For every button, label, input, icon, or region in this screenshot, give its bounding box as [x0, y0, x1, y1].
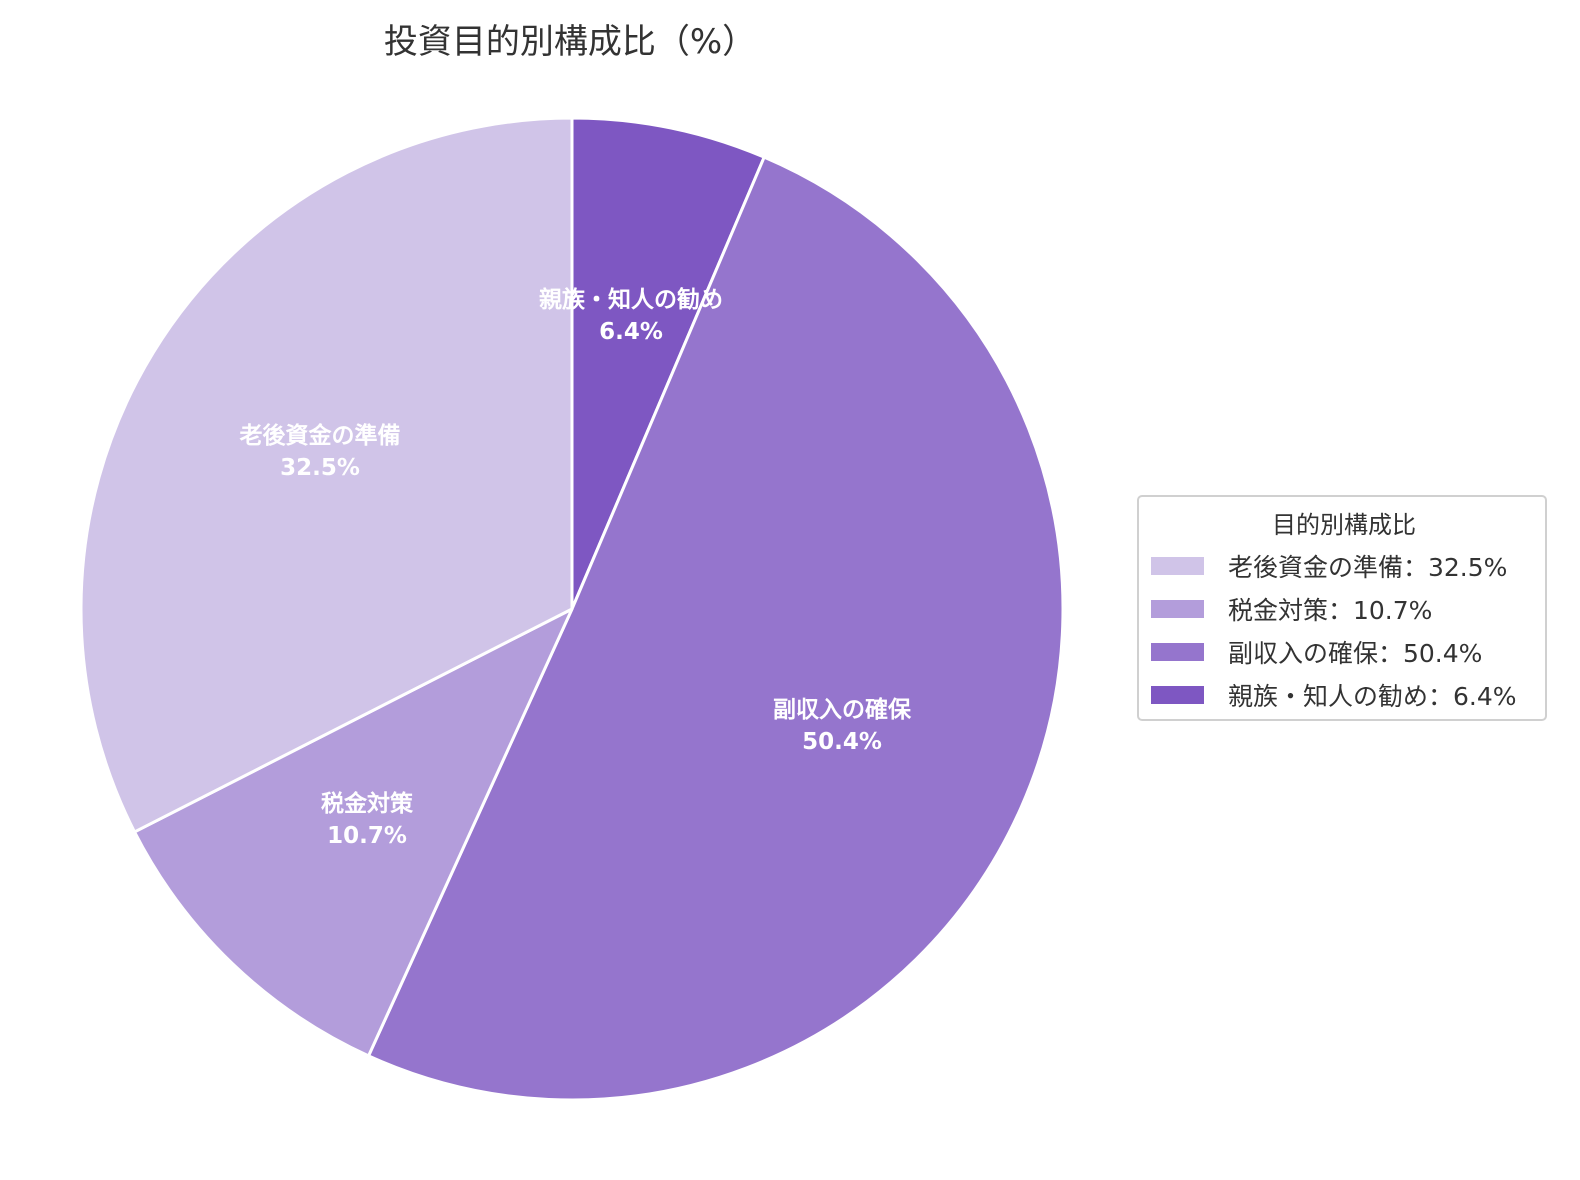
chart-title: 投資目的別構成比（%） — [383, 22, 757, 62]
legend-swatch — [1151, 643, 1204, 661]
slice-name: 税金対策 — [321, 791, 413, 817]
legend-swatch — [1151, 557, 1204, 575]
legend-label: 税金対策：10.7% — [1228, 596, 1433, 625]
slice-side-income — [367, 155, 1065, 1102]
slice-family — [570, 116, 766, 611]
legend-item-family: 親族・知人の勧め：6.4% — [1151, 680, 1517, 711]
slice-percent: 50.4% — [802, 729, 882, 755]
slice-name: 副収入の確保 — [773, 697, 911, 723]
legend-swatch — [1151, 600, 1204, 618]
slice-label-family: 親族・知人の勧め 6.4% — [539, 284, 723, 348]
slice-percent: 10.7% — [327, 823, 407, 849]
slice-retirement — [79, 116, 574, 834]
legend-label: 老後資金の準備：32.5% — [1228, 553, 1508, 582]
slice-label-retirement: 老後資金の準備 32.5% — [240, 420, 401, 484]
legend-item-retirement: 老後資金の準備：32.5% — [1151, 551, 1508, 582]
legend-item-side-income: 副収入の確保：50.4% — [1151, 637, 1483, 668]
slice-label-side-income: 副収入の確保 50.4% — [773, 694, 911, 758]
legend-swatch — [1151, 686, 1204, 704]
slice-label-tax: 税金対策 10.7% — [321, 788, 413, 852]
pie-chart — [79, 116, 1065, 1102]
slice-name: 老後資金の準備 — [239, 423, 401, 449]
legend-label: 親族・知人の勧め：6.4% — [1228, 682, 1517, 711]
slice-name: 親族・知人の勧め — [539, 287, 723, 313]
legend-label: 副収入の確保：50.4% — [1228, 639, 1483, 668]
legend-title: 目的別構成比 — [1272, 511, 1416, 539]
slice-tax — [133, 607, 574, 1058]
slice-percent: 32.5% — [280, 455, 360, 481]
slice-percent: 6.4% — [599, 319, 663, 345]
legend-item-tax: 税金対策：10.7% — [1151, 594, 1433, 625]
legend: 目的別構成比 老後資金の準備：32.5% 税金対策：10.7% 副収入の確保：5… — [1137, 495, 1547, 721]
